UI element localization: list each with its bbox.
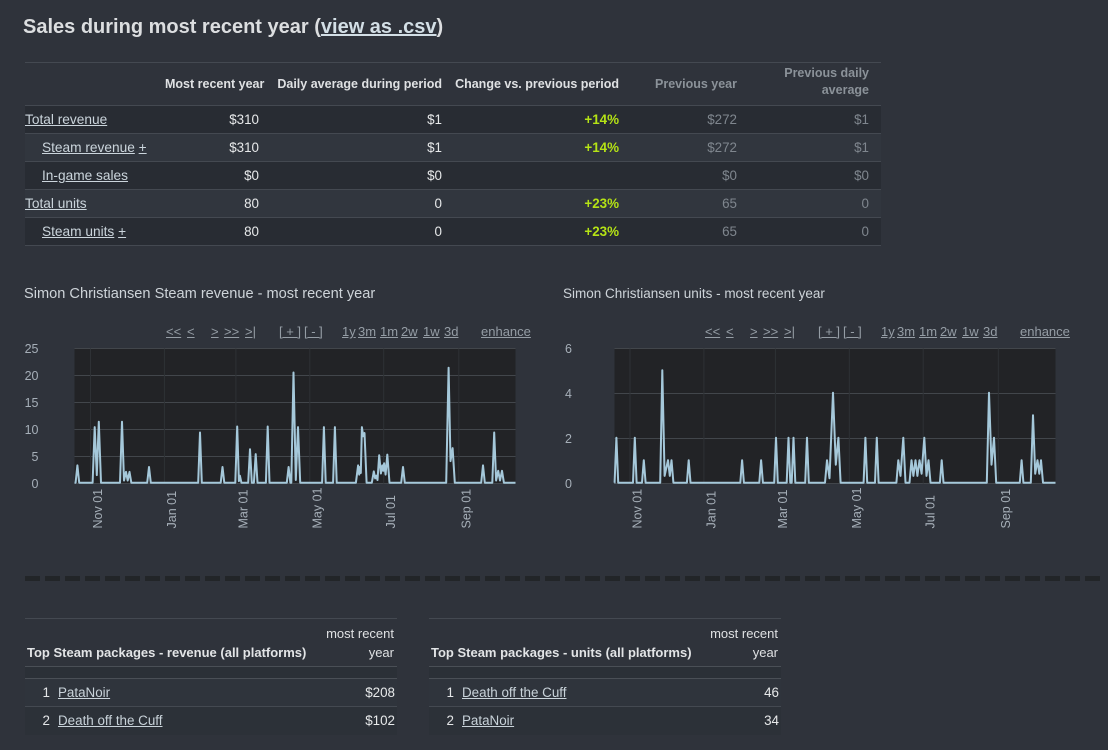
svg-text:May 01: May 01 xyxy=(310,487,324,528)
svg-text:2: 2 xyxy=(565,432,572,446)
svg-text:Jan 01: Jan 01 xyxy=(704,491,718,529)
svg-text:Mar 01: Mar 01 xyxy=(236,490,250,529)
svg-text:4: 4 xyxy=(565,387,572,401)
svg-text:25: 25 xyxy=(25,344,39,356)
svg-text:0: 0 xyxy=(565,477,572,491)
svg-text:Sep 01: Sep 01 xyxy=(459,489,473,529)
svg-text:20: 20 xyxy=(25,369,39,383)
svg-text:May 01: May 01 xyxy=(850,487,864,528)
svg-text:Mar 01: Mar 01 xyxy=(776,490,790,529)
svg-text:0: 0 xyxy=(32,477,39,491)
svg-text:Jul 01: Jul 01 xyxy=(384,495,398,528)
svg-text:Nov 01: Nov 01 xyxy=(631,489,645,529)
svg-text:Nov 01: Nov 01 xyxy=(91,489,105,529)
svg-text:Jan 01: Jan 01 xyxy=(165,491,179,529)
svg-text:Jul 01: Jul 01 xyxy=(924,495,938,528)
svg-text:10: 10 xyxy=(25,423,39,437)
svg-text:6: 6 xyxy=(565,344,572,356)
svg-text:15: 15 xyxy=(25,396,39,410)
svg-text:5: 5 xyxy=(32,450,39,464)
svg-text:Sep 01: Sep 01 xyxy=(999,489,1013,529)
